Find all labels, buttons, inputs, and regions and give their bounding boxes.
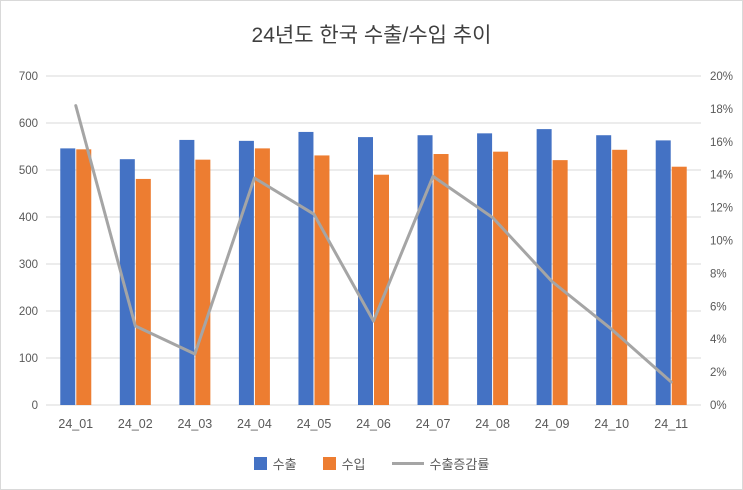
category-label: 24_09 — [535, 417, 570, 431]
left-axis-tick-label: 0 — [32, 400, 38, 412]
category-label: 24_10 — [594, 417, 629, 431]
export-bar[interactable] — [417, 135, 433, 405]
left-axis-tick-label: 400 — [19, 212, 38, 224]
right-axis-tick-label: 8% — [710, 268, 727, 280]
import-bar[interactable] — [433, 154, 449, 405]
import-bar[interactable] — [374, 174, 389, 405]
left-axis-tick-label: 200 — [19, 306, 38, 318]
right-axis-tick-label: 0% — [710, 400, 727, 412]
export-bar[interactable] — [655, 140, 671, 405]
right-axis-tick-label: 10% — [710, 236, 733, 248]
category-label: 24_08 — [475, 417, 510, 431]
import-bar[interactable] — [254, 148, 270, 405]
left-axis-tick-label: 300 — [19, 259, 38, 271]
right-axis-tick-label: 18% — [710, 104, 733, 116]
import-bar[interactable] — [671, 166, 687, 405]
right-axis-tick-label: 2% — [710, 367, 727, 379]
category-label: 24_01 — [58, 417, 93, 431]
category-label: 24_11 — [654, 417, 688, 431]
plot-area: 0 100 200 300 400 500 600 700 0% 2% 4% 6% 8% 10% 12% 14… — [19, 71, 733, 431]
legend-item-import[interactable]: 수입 — [322, 454, 366, 473]
left-axis-tick-label: 500 — [19, 165, 38, 177]
export-bar[interactable] — [119, 159, 135, 405]
category-label: 24_04 — [237, 417, 272, 431]
right-axis-tick-label: 16% — [710, 137, 733, 149]
left-axis-tick-label: 100 — [19, 353, 38, 365]
legend-label-import: 수입 — [341, 457, 366, 472]
import-bar[interactable] — [552, 160, 568, 405]
export-bar[interactable] — [596, 135, 612, 405]
import-bar[interactable] — [135, 178, 151, 405]
left-axis-tick-label: 600 — [19, 118, 38, 130]
export-bar[interactable] — [60, 148, 76, 405]
category-label: 24_05 — [297, 417, 332, 431]
category-label: 24_02 — [118, 417, 153, 431]
import-swatch — [322, 457, 336, 470]
import-bar[interactable] — [314, 155, 330, 405]
export-swatch — [253, 457, 267, 470]
chart-title: 24년도 한국 수출/수입 추이 — [251, 24, 492, 47]
export-bar[interactable] — [298, 131, 314, 405]
growth-rate-line[interactable] — [74, 104, 673, 384]
export-bar[interactable] — [358, 137, 373, 405]
category-label: 24_06 — [356, 417, 391, 431]
category-label: 24_07 — [416, 417, 451, 431]
legend-item-growth-rate[interactable]: 수출증감률 — [391, 454, 490, 473]
growth-rate-swatch — [391, 462, 424, 465]
right-axis-tick-label: 12% — [710, 203, 733, 215]
right-axis-tick-label: 4% — [710, 334, 727, 346]
export-bar[interactable] — [179, 139, 195, 406]
import-bar[interactable] — [493, 151, 509, 405]
right-axis-tick-label: 20% — [710, 71, 733, 83]
import-bar[interactable] — [612, 149, 628, 405]
chart-legend: 수출 수입 수출증감률 — [1, 454, 742, 473]
left-axis-tick-label: 700 — [19, 71, 38, 83]
legend-label-export: 수출 — [272, 457, 297, 472]
category-label: 24_03 — [177, 417, 212, 431]
export-bar[interactable] — [536, 129, 552, 406]
import-bar[interactable] — [195, 159, 211, 405]
right-axis-tick-label: 6% — [710, 301, 727, 313]
legend-label-growth-rate: 수출증감률 — [429, 457, 490, 472]
export-bar[interactable] — [477, 133, 493, 405]
right-axis-tick-label: 14% — [710, 170, 733, 182]
legend-item-export[interactable]: 수출 — [253, 454, 297, 473]
import-bar[interactable] — [76, 149, 92, 405]
export-bar[interactable] — [238, 140, 254, 406]
